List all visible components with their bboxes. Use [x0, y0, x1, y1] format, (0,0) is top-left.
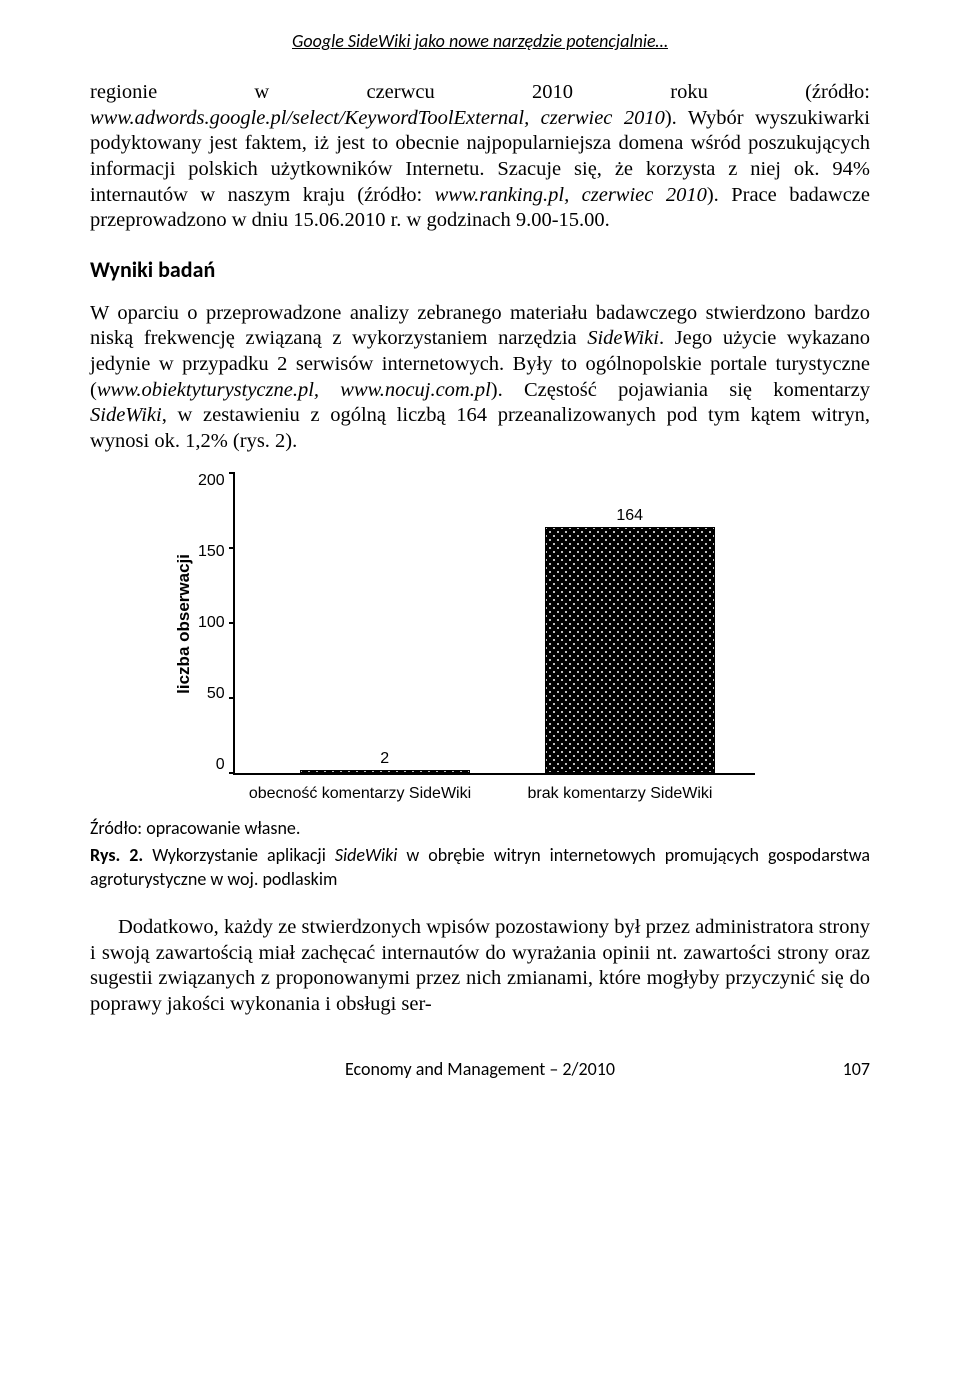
chart-inner: liczba obserwacji 200 150 100 50 0 2 164 — [170, 473, 810, 775]
figure-caption: Rys. 2. Wykorzystanie aplikacji SideWiki… — [90, 843, 870, 892]
paragraph-2: W oparciu o przeprowadzone analizy zebra… — [90, 301, 870, 455]
para2-f: SideWiki — [90, 404, 162, 426]
bar — [545, 527, 715, 773]
bar-value-label: 164 — [616, 507, 643, 525]
bar-group: 2 — [300, 750, 470, 773]
ytick-200: 200 — [198, 473, 225, 489]
fig-a: Wykorzystanie aplikacji — [143, 844, 335, 866]
fig-b: SideWiki — [335, 844, 398, 866]
ytick-150: 150 — [198, 544, 225, 560]
footer-journal: Economy and Management – 2/2010 — [345, 1058, 615, 1080]
para1-text: regionie w czerwcu 2010 roku (źródło: — [90, 81, 870, 103]
para2-d: www.obiektyturystyczne.pl, www.nocuj.com… — [97, 379, 491, 401]
x-categories: obecność komentarzy SideWiki brak koment… — [230, 785, 750, 803]
ytick-mark — [229, 772, 235, 774]
y-ticks: 200 150 100 50 0 — [198, 473, 233, 773]
bar-group: 164 — [545, 507, 715, 773]
running-header: Google SideWiki jako nowe narzędzie pote… — [90, 30, 870, 52]
ytick-100: 100 — [198, 615, 225, 631]
bar-chart: liczba obserwacji 200 150 100 50 0 2164 … — [170, 473, 810, 803]
ytick-mark — [229, 472, 235, 474]
figure-source: Źródło: opracowanie własne. — [90, 817, 870, 839]
ytick-mark — [229, 547, 235, 549]
page-footer: Economy and Management – 2/2010 107 — [90, 1058, 870, 1080]
paragraph-1: www.adwords.google.pl/select/KeywordTool… — [90, 106, 870, 234]
bar — [300, 770, 470, 773]
section-heading: Wyniki badań — [90, 256, 870, 283]
para1-italic2: www.ranking.pl, czerwiec 2010 — [435, 184, 707, 206]
y-axis-label: liczba obserwacji — [170, 554, 198, 694]
plot-area: 2 164 — [233, 473, 755, 775]
para2-e: ). Częstość pojawiania się komentarzy — [491, 379, 870, 401]
paragraph-1-line1: regionie w czerwcu 2010 roku (źródło: — [90, 80, 870, 106]
para2-b: SideWiki — [587, 327, 659, 349]
bar-value-label: 2 — [380, 750, 389, 768]
paragraph-3: Dodatkowo, każdy ze stwierdzonych wpisów… — [90, 915, 870, 1018]
para2-g: , w zestawieniu z ogólną liczbą 164 prze… — [90, 404, 870, 452]
ytick-mark — [229, 622, 235, 624]
xcat-0: obecność komentarzy SideWiki — [230, 785, 490, 803]
fig-prefix: Rys. 2. — [90, 844, 143, 866]
ytick-50: 50 — [198, 686, 225, 702]
xcat-1: brak komentarzy SideWiki — [490, 785, 750, 803]
footer-page-number: 107 — [843, 1058, 870, 1080]
ytick-mark — [229, 697, 235, 699]
page: Google SideWiki jako nowe narzędzie pote… — [0, 0, 960, 1120]
para1-italic1: www.adwords.google.pl/select/KeywordTool… — [90, 107, 665, 129]
ytick-0: 0 — [198, 757, 225, 773]
